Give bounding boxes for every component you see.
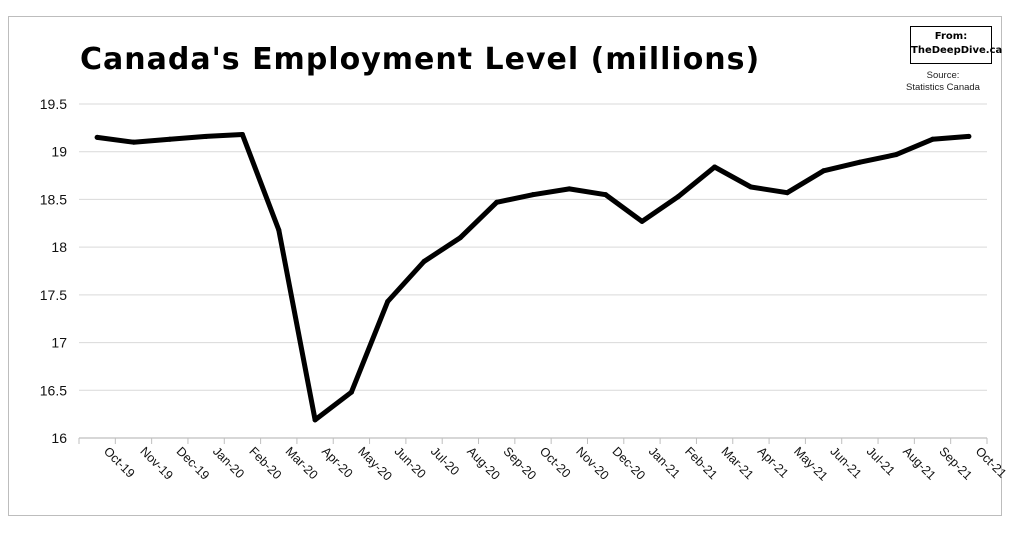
x-tick-label: Dec-19 <box>174 444 212 482</box>
x-tick-label: Dec-20 <box>610 444 648 482</box>
data-point <box>675 194 681 200</box>
data-point <box>457 235 463 241</box>
data-point <box>421 258 427 264</box>
data-point <box>94 134 100 140</box>
data-point <box>966 133 972 139</box>
x-tick-label: Sep-21 <box>936 444 974 482</box>
x-axis <box>78 437 988 444</box>
data-point <box>385 299 391 305</box>
logo-line-site: TheDeepDive.ca <box>911 45 1003 56</box>
series-layer <box>94 132 972 423</box>
x-tick-label: Oct-19 <box>101 444 137 480</box>
x-tick-label: Jun-20 <box>392 444 429 481</box>
data-point <box>167 136 173 142</box>
x-tick-label: Jun-21 <box>827 444 864 481</box>
x-tick-label: Sep-20 <box>501 444 539 482</box>
logo-box: From: TheDeepDive.ca <box>910 26 1003 64</box>
data-point <box>239 132 245 138</box>
data-point <box>312 417 318 423</box>
data-point <box>821 168 827 174</box>
x-tick-label: Oct-21 <box>973 444 1009 480</box>
data-point <box>130 139 136 145</box>
chart-title: Canada's Employment Level (millions) <box>80 42 761 77</box>
x-tick-label: Mar-20 <box>283 444 321 482</box>
data-point <box>784 190 790 196</box>
y-tick-label: 18.5 <box>40 191 67 207</box>
x-tick-label: Aug-20 <box>464 444 502 482</box>
y-tick-label: 19.5 <box>40 96 67 112</box>
source-label: Source: <box>926 70 960 81</box>
x-tick-label: Nov-19 <box>137 444 175 482</box>
x-tick-label: Aug-21 <box>900 444 938 482</box>
x-tick-label: Apr-20 <box>319 444 355 480</box>
x-tick-label: Jul-21 <box>864 444 898 478</box>
x-tick-label: Mar-21 <box>718 444 756 482</box>
data-point <box>494 199 500 205</box>
chart-frame <box>8 16 1002 516</box>
data-point <box>930 136 936 142</box>
source-name: Statistics Canada <box>906 82 980 93</box>
data-point <box>712 164 718 170</box>
data-point <box>203 133 209 139</box>
y-axis-ticks: 16 16.5 17 17.5 18 18.5 19 19.5 <box>40 96 67 446</box>
x-tick-label: May-20 <box>355 444 394 483</box>
source-note: Source: Statistics Canada <box>888 70 998 94</box>
y-tick-label: 17 <box>51 335 67 351</box>
x-tick-label: Oct-20 <box>537 444 573 480</box>
data-point <box>566 186 572 192</box>
x-tick-label: Apr-21 <box>755 444 791 480</box>
x-tick-label: Jan-21 <box>646 444 683 481</box>
gridlines <box>79 103 987 391</box>
y-tick-label: 19 <box>51 144 67 160</box>
data-point <box>857 159 863 165</box>
x-tick-label: Feb-21 <box>682 444 720 482</box>
x-tick-label: Feb-20 <box>246 444 284 482</box>
data-point <box>639 218 645 224</box>
x-tick-label: May-21 <box>791 444 830 483</box>
x-tick-label: Jan-20 <box>210 444 247 481</box>
data-point <box>348 389 354 395</box>
logo-line-from: From: <box>934 31 968 42</box>
y-tick-label: 16 <box>51 430 67 446</box>
y-tick-label: 16.5 <box>40 382 67 398</box>
data-point <box>603 192 609 198</box>
series-line <box>94 132 972 423</box>
data-point <box>893 152 899 158</box>
y-tick-label: 18 <box>51 239 67 255</box>
x-tick-label: Nov-20 <box>573 444 611 482</box>
data-point <box>530 192 536 198</box>
y-tick-label: 17.5 <box>40 287 67 303</box>
data-point <box>276 227 282 233</box>
x-tick-label: Jul-20 <box>428 444 462 478</box>
data-point <box>748 184 754 190</box>
